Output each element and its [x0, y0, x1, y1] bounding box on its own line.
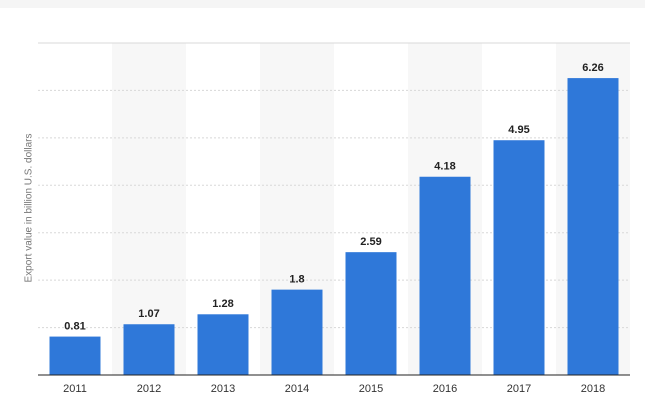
- column-band: [112, 43, 186, 375]
- x-tick-label: 2012: [137, 383, 161, 395]
- x-tick-label: 2014: [285, 383, 309, 395]
- value-label: 1.28: [212, 298, 233, 310]
- x-tick-label: 2017: [507, 383, 531, 395]
- x-tick-label: 2013: [211, 383, 235, 395]
- x-tick-label: 2016: [433, 383, 457, 395]
- value-label: 4.18: [434, 161, 455, 173]
- x-tick-label: 2011: [63, 383, 87, 395]
- x-tick-label: 2015: [359, 383, 383, 395]
- value-label: 6.26: [582, 62, 603, 74]
- value-label: 2.59: [360, 236, 381, 248]
- value-label: 1.07: [138, 308, 159, 320]
- top-strip: [0, 0, 645, 8]
- y-axis-label: Export value in billion U.S. dollars: [24, 134, 35, 283]
- x-tick-label: 2018: [581, 383, 605, 395]
- bar: [271, 289, 323, 375]
- bar: [567, 78, 619, 376]
- value-label: 1.8: [289, 274, 304, 286]
- bar: [493, 140, 545, 375]
- bar: [345, 252, 397, 375]
- value-label: 4.95: [508, 124, 529, 136]
- bar: [197, 314, 249, 375]
- bar: [419, 176, 471, 375]
- bar: [49, 336, 101, 375]
- value-label: 0.81: [64, 320, 85, 332]
- bar: [123, 324, 175, 375]
